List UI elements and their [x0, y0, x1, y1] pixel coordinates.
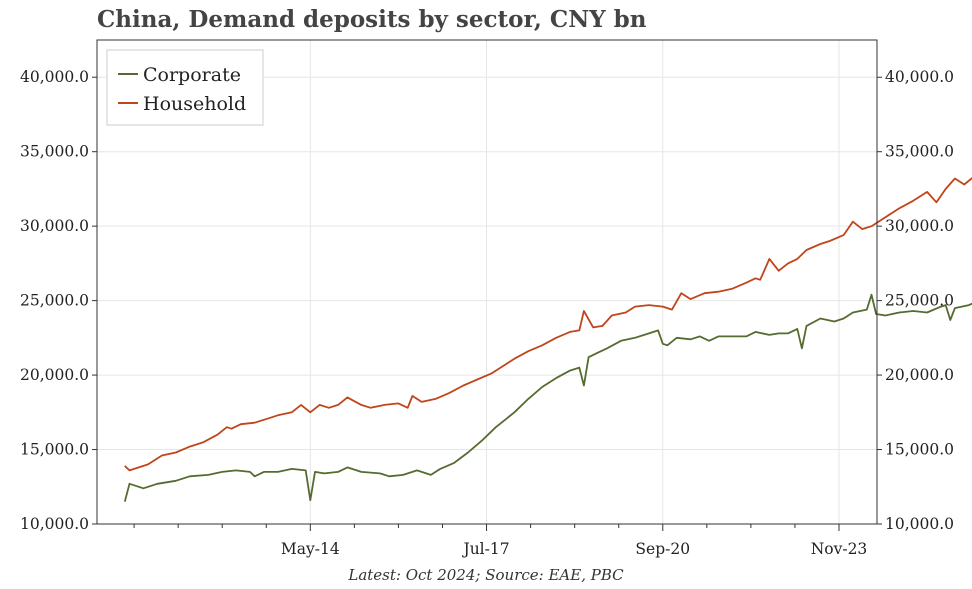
legend: Corporate Household — [106, 49, 264, 126]
x-tick-label: Nov-23 — [811, 540, 868, 558]
chart-title: China, Demand deposits by sector, CNY bn — [97, 6, 647, 33]
x-tick-label: Jul-17 — [461, 540, 509, 558]
axes: 10,000.0 10,000.0 15,000.0 15,000.0 20,000.0… — [20, 68, 954, 558]
y-tick-label-left: 40,000.0 — [20, 68, 89, 86]
y-tick-label-right: 15,000.0 — [885, 441, 954, 459]
series-line-household — [124, 177, 972, 472]
series-lines — [123, 177, 972, 502]
series-line-corporate — [123, 293, 972, 502]
y-tick-label-right: 25,000.0 — [885, 292, 954, 310]
legend-label-household: Household — [143, 93, 246, 115]
x-tick-label: May-14 — [281, 540, 340, 558]
y-tick-label-left: 35,000.0 — [20, 143, 89, 161]
y-tick-label-left: 15,000.0 — [20, 441, 89, 459]
y-tick-label-left: 10,000.0 — [20, 515, 89, 533]
y-tick-label-right: 20,000.0 — [885, 366, 954, 384]
chart-footnote: Latest: Oct 2024; Source: EAE, PBC — [348, 566, 624, 584]
legend-label-corporate: Corporate — [143, 64, 241, 86]
y-tick-label-right: 10,000.0 — [885, 515, 954, 533]
y-tick-label-right: 30,000.0 — [885, 217, 954, 235]
y-tick-label-left: 25,000.0 — [20, 292, 89, 310]
y-tick-label-right: 35,000.0 — [885, 143, 954, 161]
y-tick-label-left: 30,000.0 — [20, 217, 89, 235]
x-tick-label: Sep-20 — [635, 540, 690, 558]
y-tick-label-left: 20,000.0 — [20, 366, 89, 384]
y-tick-label-right: 40,000.0 — [885, 68, 954, 86]
legend-box — [106, 49, 264, 126]
